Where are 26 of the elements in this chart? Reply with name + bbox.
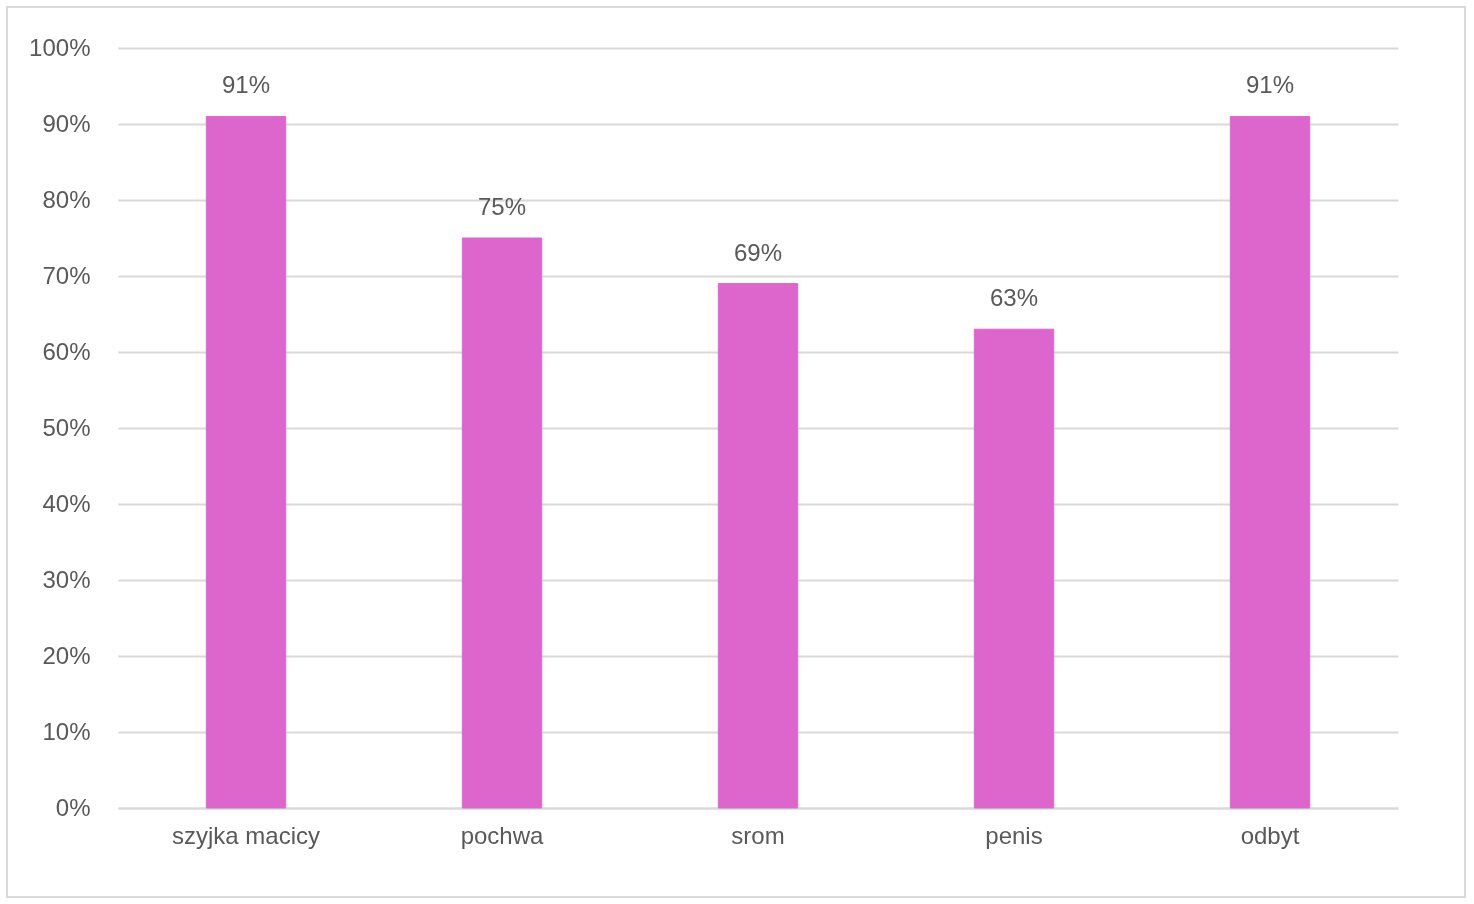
y-tick-label: 50% bbox=[42, 413, 91, 441]
y-tick-label: 40% bbox=[42, 489, 91, 517]
y-tick-label: 90% bbox=[42, 109, 91, 137]
data-label: 69% bbox=[733, 238, 783, 266]
data-label: 75% bbox=[477, 193, 527, 220]
bar bbox=[1229, 115, 1311, 809]
y-tick-label: 100% bbox=[29, 33, 91, 61]
x-tick-label: szyjka macicy bbox=[171, 821, 321, 849]
y-tick-label: 20% bbox=[42, 641, 91, 669]
bar bbox=[461, 237, 543, 809]
y-tick-label: 0% bbox=[55, 793, 91, 821]
bar bbox=[205, 115, 287, 809]
y-tick-label: 70% bbox=[42, 261, 91, 289]
y-tick-label: 10% bbox=[42, 717, 91, 745]
y-tick-label: 30% bbox=[42, 565, 91, 593]
x-tick-label: penis bbox=[985, 821, 1043, 849]
data-label: 91% bbox=[1245, 71, 1295, 99]
x-tick-label: odbyt bbox=[1240, 821, 1300, 849]
y-tick-label: 60% bbox=[42, 337, 91, 365]
data-label: 63% bbox=[989, 284, 1039, 312]
y-tick-label: 80% bbox=[42, 185, 91, 213]
bar bbox=[973, 328, 1055, 809]
data-label: 91% bbox=[221, 71, 271, 99]
bar bbox=[717, 283, 799, 809]
x-tick-label: srom bbox=[731, 821, 785, 849]
x-tick-label: pochwa bbox=[460, 821, 545, 849]
